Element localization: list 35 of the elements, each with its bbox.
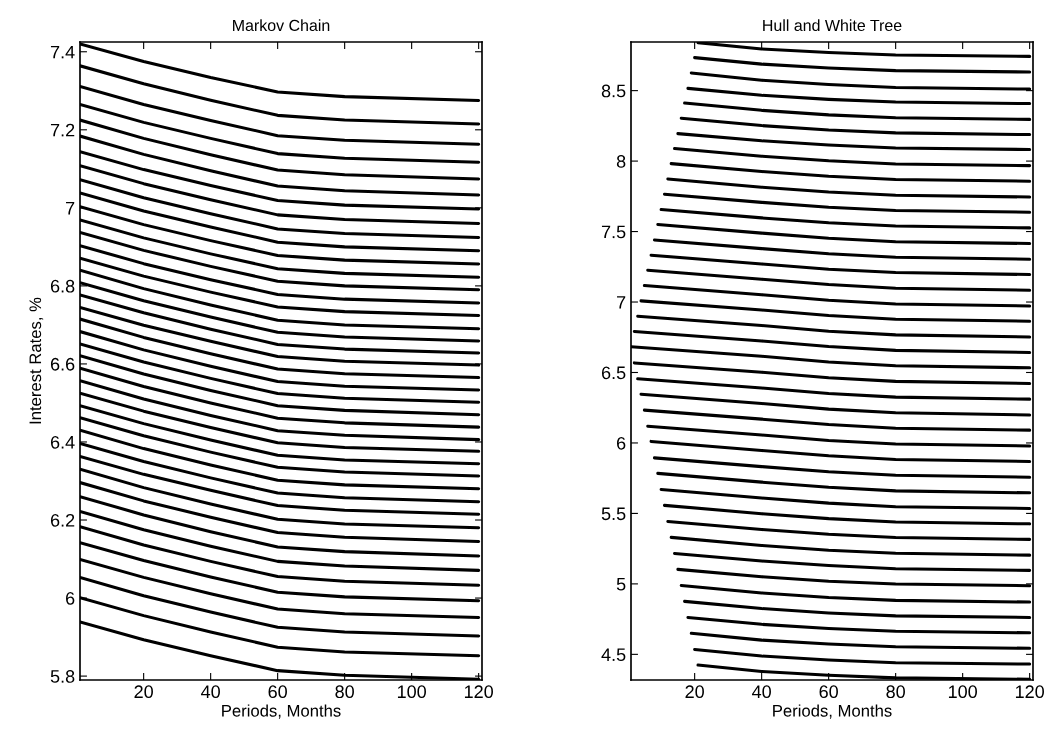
- y-tick-label: 5.5: [601, 507, 626, 521]
- x-axis-title: Periods, Months: [773, 704, 892, 719]
- y-tick-label: 5.8: [50, 670, 75, 683]
- x-tick-label: 80: [335, 685, 354, 699]
- x-tick-label: 100: [397, 685, 427, 699]
- y-tick-label: 6.4: [50, 435, 75, 449]
- y-tick-label: 7: [66, 201, 75, 215]
- chart-title: Hull and White Tree: [763, 19, 902, 32]
- x-tick-label: 60: [819, 685, 838, 699]
- x-tick-label: 100: [948, 685, 978, 699]
- x-tick-label: 20: [685, 685, 704, 699]
- y-tick-label: 8: [616, 155, 626, 168]
- x-tick-label: 60: [268, 685, 287, 699]
- y-tick-label: 6.6: [50, 357, 75, 371]
- chart-title: Markov Chain: [233, 19, 330, 32]
- y-axis-title: Interest Rates, %: [29, 297, 44, 424]
- y-tick-label: 7.5: [601, 225, 626, 239]
- x-tick-label: 120: [464, 685, 494, 699]
- x-tick-label: 80: [886, 685, 905, 699]
- y-tick-label: 6: [617, 436, 626, 450]
- y-tick-label: 7.2: [50, 123, 75, 137]
- y-tick-label: 7: [617, 296, 626, 309]
- y-tick-label: 6.8: [50, 279, 75, 293]
- y-tick-label: 6.5: [601, 366, 626, 380]
- x-tick-label: 40: [201, 685, 220, 699]
- y-tick-label: 7.4: [50, 45, 75, 59]
- y-tick-label: 8.5: [601, 84, 626, 98]
- y-tick-label: 6: [66, 591, 75, 605]
- x-tick-label: 20: [134, 685, 153, 699]
- x-tick-label: 120: [1015, 685, 1045, 699]
- y-tick-label: 6.2: [50, 513, 75, 527]
- x-axis-title: Periods, Months: [222, 704, 341, 719]
- x-tick-label: 40: [752, 685, 771, 699]
- y-tick-label: 4.5: [601, 648, 626, 662]
- y-tick-label: 5: [616, 578, 626, 591]
